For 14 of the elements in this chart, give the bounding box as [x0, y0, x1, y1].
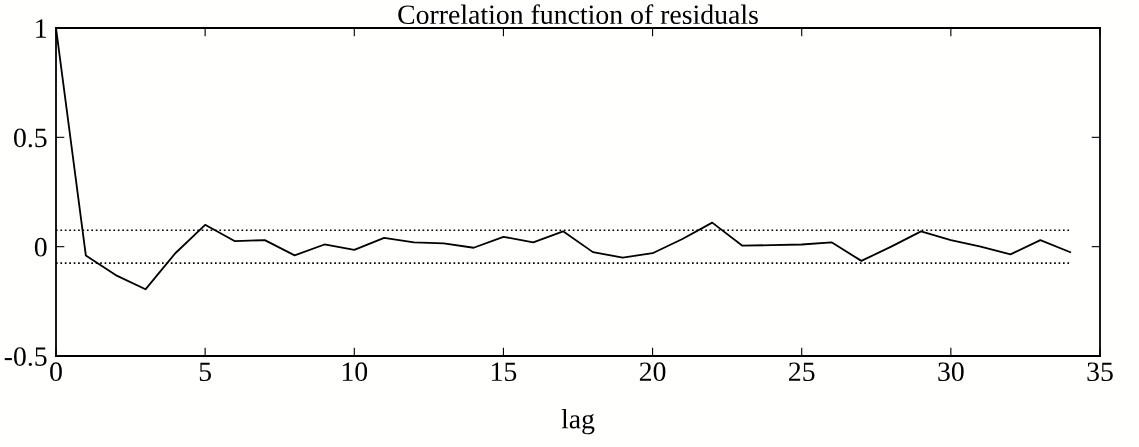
x-tick-label: 25: [789, 362, 815, 382]
x-tick-label: 35: [1087, 362, 1113, 382]
x-axis-title: lag: [561, 408, 595, 435]
x-tick-label: 20: [639, 362, 666, 382]
x-tick-label: 30: [938, 362, 964, 382]
x-tick-label: 10: [342, 362, 368, 382]
y-tick-label: 1: [36, 19, 46, 38]
chart-title: Correlation function of residuals: [398, 4, 758, 25]
x-tick-label: 15: [491, 362, 517, 382]
x-tick-label: 5: [199, 362, 211, 382]
y-tick-label: -0.5: [4, 347, 47, 367]
y-tick-label: 0: [34, 237, 47, 257]
x-tick-label: 0: [50, 362, 62, 382]
y-tick-label: 0.5: [14, 128, 47, 148]
